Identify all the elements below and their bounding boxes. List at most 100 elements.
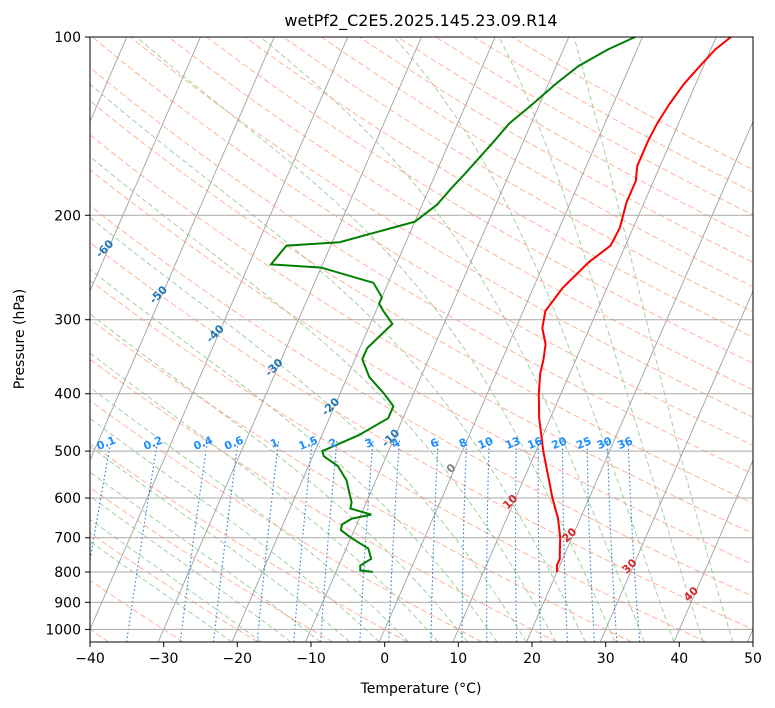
- dry-adiabat-line: [282, 37, 753, 313]
- mixing-ratio-line: [320, 440, 338, 642]
- isotherm-line: [231, 37, 496, 642]
- mixing-ratio-line: [461, 440, 468, 642]
- pressure-gridlines: [90, 37, 753, 630]
- isotherm-line: [526, 120, 753, 642]
- isotherm-line: [90, 37, 201, 293]
- moist-adiabat-line: [90, 417, 380, 642]
- x-axis-title: Temperature (°C): [360, 681, 482, 697]
- isotherm-line: [452, 37, 717, 642]
- mixing-ratio-line: [256, 440, 280, 642]
- mixing-ratio-label: 2: [327, 436, 339, 451]
- y-tick-label: 700: [54, 531, 81, 547]
- x-tick-label: 40: [670, 651, 688, 667]
- isotherms: [90, 37, 753, 642]
- mixing-ratio-line: [561, 440, 568, 642]
- isotherm-line: [305, 37, 570, 642]
- y-tick-label: 800: [54, 565, 81, 581]
- mixing-ratio-line: [293, 440, 313, 642]
- mixing-ratio-line: [537, 440, 542, 642]
- moist-adiabat-line: [90, 352, 439, 642]
- dry-adiabat-line: [90, 100, 753, 504]
- dry-adiabat-line: [90, 400, 483, 642]
- moist-adiabat-line: [90, 268, 498, 642]
- mixing-ratio-label: 1: [268, 436, 280, 451]
- isotherm-line: [90, 37, 349, 631]
- moist-adiabat-line: [135, 37, 616, 642]
- moist-adiabat-line: [573, 37, 734, 642]
- moist-adiabat-line: [90, 313, 468, 642]
- y-tick-label: 100: [54, 30, 81, 46]
- y-tick-label: 600: [54, 491, 81, 507]
- y-tick-label: 400: [54, 387, 81, 403]
- dry-adiabat-line: [90, 134, 753, 535]
- x-tick-label: −40: [75, 651, 105, 667]
- x-axis: −40 −30 −20 −10 0 10 20 30 40 50: [75, 642, 762, 667]
- x-tick-label: 20: [523, 651, 541, 667]
- x-tick-label: −20: [223, 651, 253, 667]
- mixing-ratio-line: [586, 440, 595, 642]
- y-tick-label: 500: [54, 444, 81, 460]
- y-tick-label: 300: [54, 313, 81, 329]
- moist-adiabat-line: [260, 37, 645, 642]
- plot-area: [90, 37, 753, 642]
- dry-adiabat-line: [90, 279, 707, 642]
- x-tick-label: 10: [449, 651, 467, 667]
- temperature-line: [537, 37, 732, 573]
- plot-frame: [89, 36, 754, 643]
- mixing-ratio-label: 36: [616, 434, 635, 452]
- mixing-ratio-line: [486, 440, 490, 642]
- mixing-ratio-label: 8: [457, 436, 469, 451]
- mixing-ratio-line: [212, 440, 239, 642]
- mixing-ratio-label: 20: [550, 434, 569, 452]
- dry-adiabat-line: [90, 318, 632, 642]
- mixing-ratio-lines: [90, 440, 641, 642]
- dry-adiabat-line: [320, 37, 753, 288]
- mixing-ratio-line: [90, 440, 112, 564]
- mixing-ratio-line: [606, 440, 618, 642]
- mixing-ratio-label: 16: [525, 434, 544, 452]
- dry-adiabat-line: [244, 37, 753, 338]
- mixing-ratio-label: 3: [363, 436, 375, 451]
- moist-adiabat-line: [90, 471, 321, 642]
- moist-adiabat-line: [90, 445, 351, 642]
- mixing-ratio-line: [359, 440, 374, 642]
- x-tick-label: 0: [380, 651, 389, 667]
- moist-adiabat-line: [90, 155, 557, 642]
- x-tick-label: 50: [744, 651, 762, 667]
- y-tick-label: 200: [54, 208, 81, 224]
- dry-adiabat-line: [90, 358, 558, 642]
- mixing-ratio-line: [430, 440, 439, 642]
- isotherm-line: [673, 459, 753, 642]
- mixing-ratio-line: [126, 440, 159, 642]
- sounding-series: [268, 37, 732, 573]
- moist-adiabat-line: [90, 216, 527, 642]
- dewpoint-line: [268, 37, 636, 573]
- isotherm-line: [378, 37, 643, 642]
- y-tick-label: 900: [54, 595, 81, 611]
- chart-title: wetPf2_C2E5.2025.145.23.09.R14: [284, 11, 557, 31]
- dry-adiabat-line: [168, 37, 753, 391]
- mixing-ratio-line: [388, 440, 401, 642]
- x-tick-label: −30: [149, 651, 179, 667]
- dry-adiabat-line: [90, 579, 184, 642]
- mixing-ratio-label: 10: [476, 434, 495, 452]
- isotherm-line: [599, 289, 753, 642]
- mixing-ratio-label: 13: [503, 434, 522, 452]
- isotherm-line: [157, 37, 422, 642]
- isotherm-line: [90, 37, 275, 462]
- mixing-ratio-line: [179, 440, 209, 642]
- dry-adiabat-line: [90, 204, 753, 598]
- x-tick-label: −10: [296, 651, 326, 667]
- mixing-ratio-label: 25: [574, 434, 593, 452]
- dry-adiabat-line: [91, 37, 753, 446]
- y-axis: 1000 900 800 700 600 500 400 300 200 100: [45, 30, 90, 638]
- mixing-ratio-line: [514, 440, 518, 642]
- y-tick-label: 1000: [45, 622, 81, 638]
- x-tick-label: 30: [597, 651, 615, 667]
- dry-adiabat-line: [90, 241, 753, 630]
- dry-adiabat-line: [90, 486, 333, 642]
- moist-adiabat-line: [90, 540, 233, 642]
- mixing-ratio-line: [627, 440, 641, 642]
- y-axis-title: Pressure (hPa): [12, 289, 28, 389]
